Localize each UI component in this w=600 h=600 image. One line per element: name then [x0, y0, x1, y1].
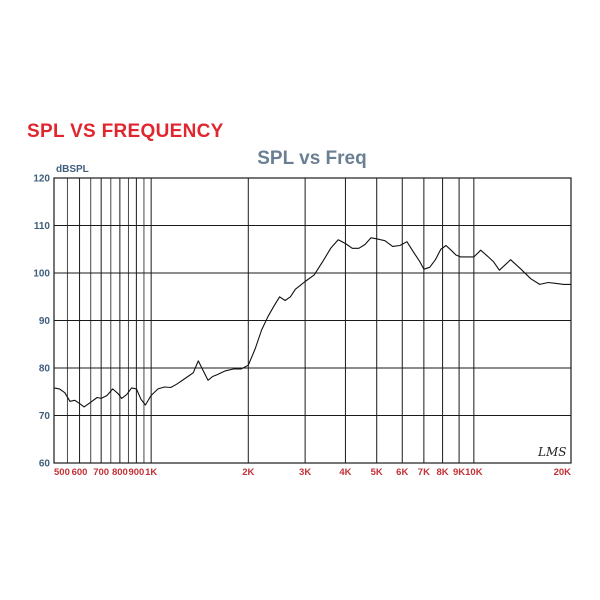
x-tick-label-4K: 4K	[339, 467, 351, 478]
y-tick-label-100: 100	[33, 269, 50, 280]
x-tick-label-9K: 9K	[453, 467, 465, 478]
y-tick-label-90: 90	[39, 316, 51, 327]
y-tick-label-80: 80	[39, 364, 51, 375]
x-tick-label-500: 500	[54, 467, 70, 478]
x-tick-label-5K: 5K	[371, 467, 383, 478]
x-tick-label-3K: 3K	[299, 467, 311, 478]
x-tick-label-7K: 7K	[418, 467, 430, 478]
grid-lines	[53, 177, 572, 464]
y-tick-label-110: 110	[34, 221, 51, 232]
lms-watermark: LMS	[537, 445, 566, 459]
y-tick-label-70: 70	[39, 411, 51, 422]
x-tick-label-700: 700	[93, 467, 109, 478]
x-tick-label-6K: 6K	[396, 467, 408, 478]
x-tick-label-600: 600	[72, 467, 88, 478]
y-tick-label-60: 60	[39, 459, 51, 470]
x-tick-label-800: 800	[112, 467, 128, 478]
plot-frame	[53, 177, 572, 464]
tick-labels: 60 70 80 90 100 110 120 500 600 700 800 900 1K 2K 3K 4K…	[33, 174, 571, 479]
x-tick-label-900: 900	[128, 467, 144, 478]
x-tick-label-1K: 1K	[145, 467, 157, 478]
x-tick-label-10K: 10K	[465, 467, 483, 478]
response-curve	[53, 237, 571, 408]
y-axis-unit-label: dBSPL	[56, 164, 89, 175]
x-tick-label-2K: 2K	[242, 467, 254, 478]
chart-title: SPL vs Freq	[257, 148, 366, 169]
page-heading: SPL VS FREQUENCY	[27, 121, 224, 142]
x-tick-label-8K: 8K	[437, 467, 449, 478]
y-tick-label-120: 120	[33, 174, 50, 185]
x-tick-label-20K: 20K	[554, 467, 572, 478]
series-line-0	[53, 237, 571, 408]
